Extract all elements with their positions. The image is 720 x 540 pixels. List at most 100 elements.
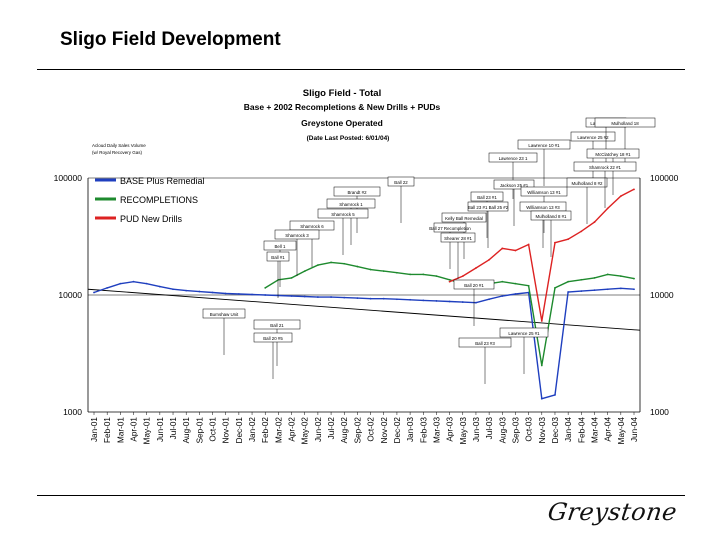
x-tick-label: Oct-01	[209, 417, 218, 442]
data-point	[237, 293, 240, 295]
data-point	[540, 364, 543, 367]
left-note-line-1: Acloud Daily Sales Volume	[92, 143, 146, 148]
data-point	[514, 293, 517, 295]
annotation-label: Lawrence 25 #1	[508, 331, 540, 336]
data-point	[382, 270, 385, 273]
bottom-divider	[37, 495, 685, 496]
x-tick-label: Mar-04	[590, 417, 599, 443]
data-point	[633, 277, 635, 280]
x-tick-label: May-03	[459, 417, 468, 445]
data-point	[567, 291, 570, 293]
y-tick-label-right: 100000	[650, 173, 679, 183]
annotation-label: Shamrock 6	[300, 224, 324, 229]
data-point	[356, 297, 359, 300]
data-point	[132, 280, 135, 283]
data-point	[606, 288, 609, 291]
data-point	[593, 277, 596, 279]
data-point	[619, 195, 622, 198]
x-tick-label: Nov-03	[538, 417, 547, 444]
data-point	[514, 282, 517, 285]
annotation-label: Lawrence 23 1	[499, 156, 528, 161]
annotation-label: Shamrock 22 #1	[589, 165, 622, 170]
x-tick-label: Aug-02	[340, 417, 349, 444]
data-point	[488, 258, 491, 261]
annotation-label: Jackson 25 #1	[500, 183, 529, 188]
y-tick-label-right: 1000	[650, 407, 669, 417]
annotation-label: Lawrence 10 #1	[528, 143, 560, 148]
x-tick-label: Apr-01	[130, 417, 139, 442]
annotation-label: Mulholland 18	[611, 121, 639, 126]
annotation-label: Williamson 13 #3	[526, 205, 560, 210]
data-point	[501, 280, 504, 283]
y-tick-label-right: 10000	[650, 290, 674, 300]
x-tick-label: Jul-03	[485, 417, 494, 440]
x-tick-label: Jul-01	[169, 417, 178, 440]
legend-label: RECOMPLETIONS	[120, 195, 198, 205]
data-point	[448, 278, 451, 281]
data-point	[211, 291, 214, 294]
data-point	[448, 280, 451, 283]
data-point	[633, 188, 635, 191]
annotation-label: Burnshaw Unit	[210, 312, 239, 317]
annotation-label: Ball #1	[271, 255, 285, 260]
data-point	[619, 287, 622, 290]
data-point	[435, 300, 438, 302]
data-point	[435, 275, 438, 278]
data-point	[540, 397, 543, 400]
data-point	[264, 286, 267, 289]
annotation-label: Mulholland 8 #2	[571, 181, 603, 186]
annotation-label: Ball 21	[270, 323, 284, 328]
x-tick-label: Feb-03	[419, 417, 428, 443]
data-point	[606, 273, 609, 276]
data-point	[488, 298, 491, 301]
data-point	[619, 275, 622, 278]
data-point	[501, 247, 504, 250]
x-tick-label: May-01	[143, 417, 152, 445]
data-point	[580, 278, 583, 281]
annotation-label: Ball 23 #1	[477, 195, 497, 200]
data-point	[475, 301, 477, 304]
data-point	[580, 290, 583, 292]
data-point	[501, 295, 504, 297]
data-point	[540, 320, 543, 322]
data-point	[567, 280, 570, 283]
x-tick-label: Jun-03	[472, 417, 481, 442]
data-point	[554, 394, 556, 396]
x-tick-label: Dec-03	[551, 417, 560, 444]
data-point	[290, 295, 293, 297]
x-tick-label: Jun-01	[156, 417, 165, 442]
x-tick-label: Apr-04	[604, 417, 613, 442]
annotation-label: Bell 1	[275, 244, 287, 249]
data-point	[448, 300, 451, 303]
logo-wordmark: Greystone	[546, 498, 679, 526]
y-tick-label-left: 100000	[54, 173, 83, 183]
annotation-label: Shamrock 5	[331, 212, 355, 217]
data-point	[475, 267, 477, 269]
x-tick-label: Nov-02	[380, 417, 389, 444]
data-point	[343, 296, 346, 299]
legend-label: BASE Plus Remedial	[120, 176, 205, 186]
top-divider	[37, 69, 685, 70]
annotation-label: Ball 20 #5	[263, 336, 283, 341]
x-tick-label: Jan-03	[406, 417, 415, 442]
x-tick-label: Mar-02	[274, 417, 283, 443]
x-tick-label: Sep-01	[195, 417, 204, 444]
annotation-label: Williamson 13 #1	[527, 190, 561, 195]
data-point	[264, 294, 267, 296]
data-point	[567, 238, 570, 241]
x-tick-label: Feb-01	[103, 417, 112, 443]
greystone-logo: Greystone	[546, 498, 679, 536]
data-point	[290, 277, 293, 279]
x-tick-label: Mar-01	[116, 417, 125, 443]
annotation-label: Ball 27 Recompletion	[429, 226, 471, 231]
data-point	[303, 270, 306, 273]
annotation-label: Shearer 28 #1	[444, 236, 472, 241]
data-point	[527, 284, 530, 287]
x-tick-label: Jan-04	[564, 417, 573, 442]
data-point	[93, 291, 95, 294]
x-tick-label: Dec-01	[235, 417, 244, 444]
data-point	[198, 290, 201, 293]
y-tick-label-left: 10000	[58, 290, 82, 300]
y-tick-label-left: 1000	[63, 407, 82, 417]
x-tick-label: Jan-02	[248, 417, 257, 442]
